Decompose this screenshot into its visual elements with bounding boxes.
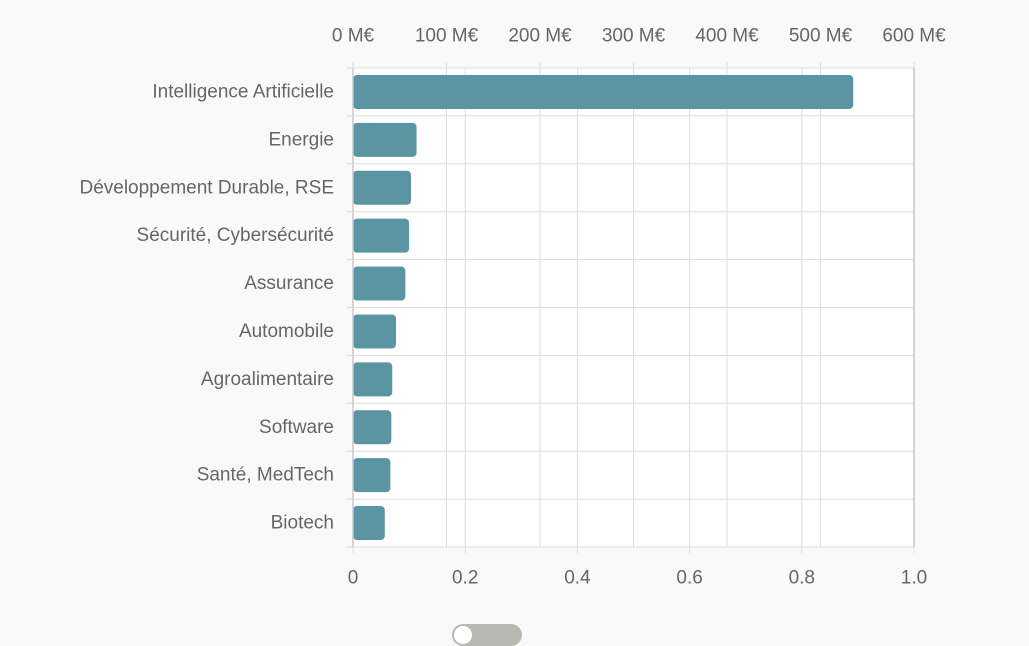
top-tick-label-3: 300 M€ — [602, 26, 666, 47]
bottom-tick-label-5: 1.0 — [901, 568, 927, 589]
top-tick-label-2: 200 M€ — [508, 26, 572, 47]
category-label-4: Assurance — [244, 273, 334, 294]
top-tick-label-0: 0 M€ — [332, 26, 375, 47]
category-label-1: Energie — [269, 129, 335, 150]
bar-8[interactable] — [353, 458, 391, 493]
bottom-tick-label-4: 0.8 — [789, 568, 815, 589]
top-tick-label-5: 500 M€ — [789, 26, 853, 47]
category-label-8: Santé, MedTech — [197, 465, 334, 486]
toggle-switch[interactable] — [452, 624, 522, 646]
bar-0[interactable] — [353, 74, 854, 109]
bar-5[interactable] — [353, 314, 397, 349]
bar-3[interactable] — [353, 218, 410, 253]
bar-4[interactable] — [353, 266, 406, 301]
category-label-0: Intelligence Artificielle — [152, 81, 334, 102]
bars — [353, 74, 854, 541]
top-tick-label-4: 400 M€ — [695, 26, 759, 47]
bar-2[interactable] — [353, 170, 411, 205]
category-label-2: Développement Durable, RSE — [79, 177, 334, 198]
category-label-9: Biotech — [271, 513, 334, 534]
chart-container: Intelligence Artificielle Energie Développ… — [79, 26, 946, 589]
category-label-6: Agroalimentaire — [201, 369, 334, 390]
category-label-3: Sécurité, Cybersécurité — [137, 225, 334, 246]
bottom-tick-label-3: 0.6 — [676, 568, 702, 589]
bottom-tick-label-1: 0.2 — [452, 568, 478, 589]
grid-lines — [347, 62, 915, 553]
bottom-tick-label-2: 0.4 — [564, 568, 591, 589]
category-label-5: Automobile — [239, 321, 334, 342]
bar-7[interactable] — [353, 410, 392, 445]
axes — [352, 68, 915, 547]
horizontal-bar-chart: Intelligence Artificielle Energie Développ… — [79, 26, 946, 589]
top-tick-label-1: 100 M€ — [415, 26, 479, 47]
labels: Intelligence Artificielle Energie Développ… — [79, 26, 946, 589]
category-label-7: Software — [259, 417, 334, 438]
top-tick-label-6: 600 M€ — [882, 26, 946, 47]
bar-6[interactable] — [353, 362, 393, 397]
bottom-tick-label-0: 0 — [348, 568, 359, 589]
bar-9[interactable] — [353, 506, 385, 541]
bar-1[interactable] — [353, 122, 417, 157]
toggle-knob[interactable] — [454, 626, 472, 644]
